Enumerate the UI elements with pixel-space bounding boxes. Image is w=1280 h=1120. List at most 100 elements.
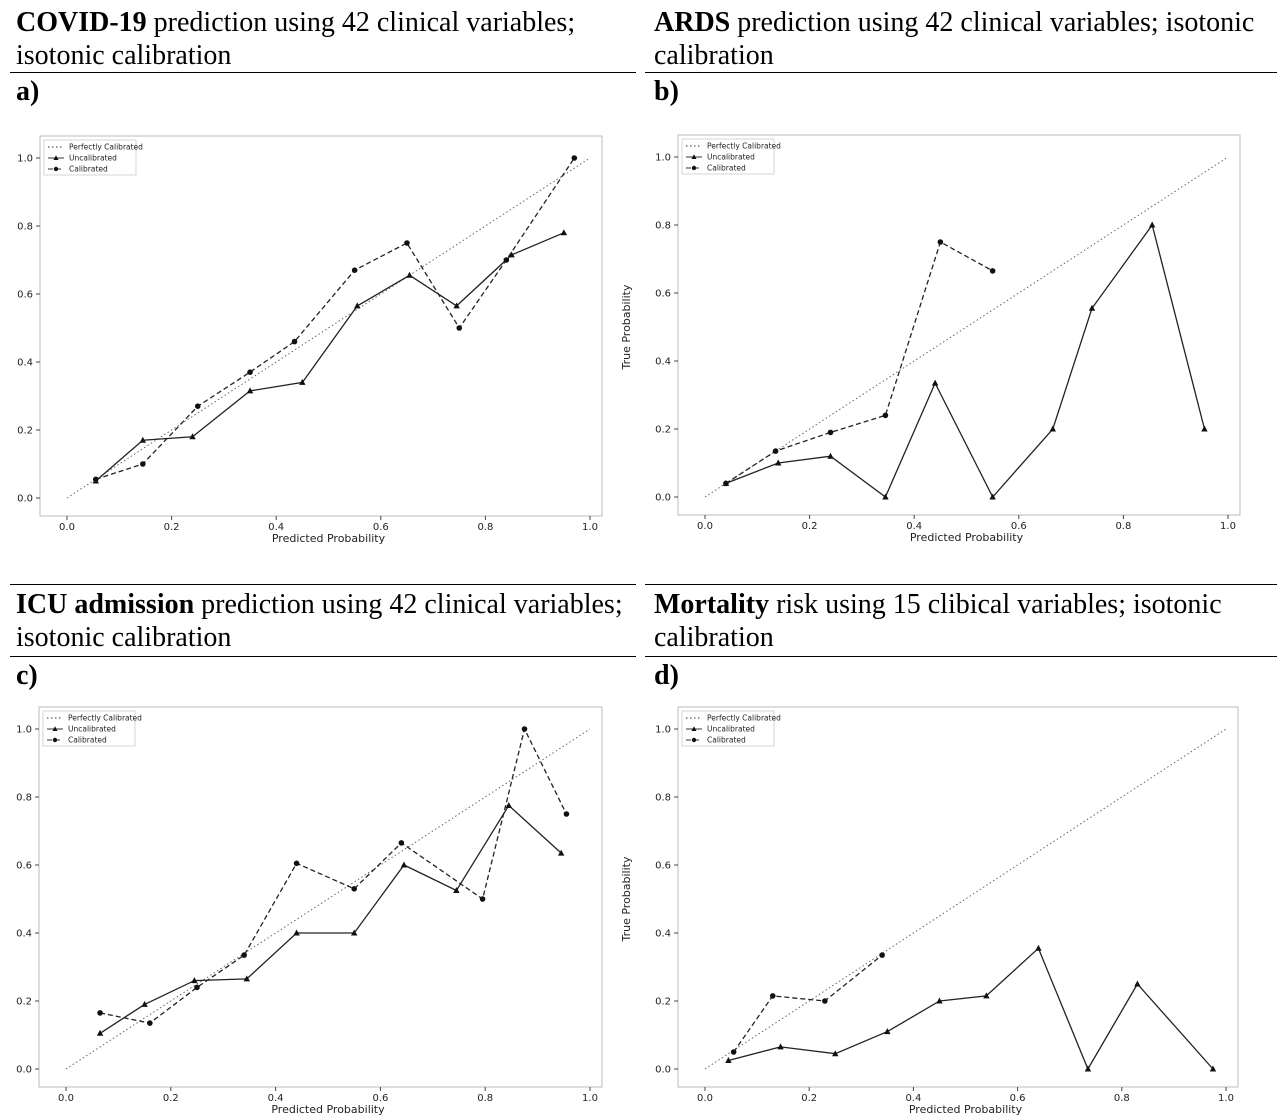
series-line-uncalibrated	[728, 947, 1214, 1071]
x-tick-label: 0.2	[801, 1093, 817, 1104]
uncalibrated-point	[1035, 944, 1042, 951]
panel-b-label: b)	[654, 76, 679, 107]
y-tick-label: 0.0	[16, 1065, 32, 1076]
uncalibrated-point	[1088, 304, 1096, 311]
uncalibrated-point	[936, 997, 943, 1004]
y-tick-label: 0.2	[655, 997, 671, 1008]
panel-a-title-bold: COVID-19	[16, 7, 147, 38]
calibrated-point	[730, 1049, 737, 1055]
panel-b-title: ARDS prediction using 42 clinical variab…	[654, 6, 1274, 72]
y-axis-label: True Probability	[620, 856, 633, 942]
panel-c-label: c)	[16, 660, 38, 691]
x-tick-label: 1.0	[1220, 521, 1236, 532]
y-tick-label: 0.0	[655, 493, 671, 504]
x-axis-label: Predicted Probability	[272, 532, 386, 545]
uncalibrated-point	[1084, 1065, 1092, 1072]
mid-rule2-left	[10, 656, 636, 657]
calibrated-point	[351, 886, 358, 892]
uncalibrated-point	[557, 849, 565, 856]
uncalibrated-point	[505, 802, 512, 808]
uncalibrated-point	[777, 1043, 784, 1050]
legend-label: Perfectly Calibrated	[707, 142, 781, 151]
calibrated-point	[479, 896, 486, 902]
legend-marker	[691, 154, 697, 159]
panel-c-title-rest: prediction using 42 clinical variables; …	[16, 589, 623, 653]
y-tick-label: 0.6	[655, 861, 671, 872]
legend-label: Uncalibrated	[707, 153, 755, 162]
panel-d-title-bold: Mortality	[654, 589, 770, 620]
calibrated-point	[247, 369, 253, 376]
calibrated-point	[147, 1020, 153, 1026]
legend-label: Calibrated	[707, 164, 746, 173]
x-tick-label: 0.2	[164, 522, 180, 533]
uncalibrated-point	[832, 1050, 839, 1057]
x-tick-label: 0.4	[906, 521, 922, 532]
y-tick-label: 0.4	[655, 929, 671, 940]
legend-label: Perfectly Calibrated	[69, 143, 143, 152]
uncalibrated-point	[1209, 1065, 1217, 1072]
axes-frame	[38, 706, 603, 1088]
uncalibrated-point	[508, 251, 515, 258]
uncalibrated-point	[1049, 425, 1056, 432]
series-line-calibrated	[725, 241, 994, 484]
legend-label: Calibrated	[69, 165, 108, 174]
uncalibrated-point	[1134, 980, 1141, 987]
calibrated-point	[937, 239, 944, 245]
axes-frame	[677, 706, 1239, 1088]
uncalibrated-point	[1201, 425, 1208, 432]
legend-marker	[52, 737, 58, 743]
calibrated-point	[404, 240, 410, 246]
y-tick-label: 0.8	[17, 222, 33, 233]
x-tick-label: 0.0	[58, 1093, 74, 1104]
legend-marker	[691, 726, 697, 731]
uncalibrated-point	[725, 1057, 732, 1063]
calibrated-point	[194, 403, 201, 410]
calibrated-point	[772, 448, 779, 454]
calibrated-point	[398, 840, 405, 846]
uncalibrated-point	[983, 992, 990, 999]
calibrated-point	[241, 952, 247, 958]
mid-rule-right	[645, 584, 1277, 585]
calibrated-point	[769, 993, 776, 999]
uncalibrated-point	[989, 493, 996, 500]
series-line-uncalibrated	[725, 223, 1206, 499]
uncalibrated-point	[96, 1029, 104, 1036]
x-tick-label: 0.6	[373, 522, 389, 533]
series-line-uncalibrated	[99, 804, 562, 1034]
uncalibrated-point	[189, 433, 196, 440]
y-tick-label: 0.0	[17, 494, 33, 505]
x-tick-label: 1.0	[582, 522, 598, 533]
series-line-perfectly-calibrated	[704, 728, 1227, 1070]
x-tick-label: 0.6	[372, 1093, 388, 1104]
x-tick-label: 0.4	[268, 522, 284, 533]
calibrated-point	[97, 1010, 103, 1016]
panel-c-title-pre: ICU	[16, 589, 75, 620]
y-tick-label: 0.8	[655, 793, 671, 804]
uncalibrated-point	[351, 929, 358, 936]
top-rule-left	[10, 72, 636, 73]
mid-rule2-right	[645, 656, 1277, 657]
y-tick-label: 0.6	[16, 861, 32, 872]
calibrated-point	[827, 429, 834, 436]
panel-a-label: a)	[16, 76, 40, 107]
calibrated-point	[291, 338, 298, 345]
x-tick-label: 1.0	[1218, 1093, 1234, 1104]
y-tick-label: 1.0	[655, 153, 671, 164]
calibrated-point	[503, 257, 510, 263]
uncalibrated-point	[243, 975, 250, 982]
x-tick-label: 1.0	[582, 1093, 598, 1104]
x-tick-label: 0.0	[59, 522, 75, 533]
uncalibrated-point	[931, 379, 939, 386]
x-axis-label: Predicted Probability	[909, 1103, 1023, 1116]
y-axis-label: True Probability	[620, 284, 633, 370]
uncalibrated-point	[354, 302, 361, 309]
axes-frame	[39, 135, 603, 517]
x-tick-label: 0.4	[905, 1093, 921, 1104]
uncalibrated-point	[884, 1028, 891, 1035]
x-axis-label: Predicted Probability	[910, 531, 1024, 544]
uncalibrated-point	[453, 887, 460, 893]
panel-a-title: COVID-19 prediction using 42 clinical va…	[16, 6, 636, 72]
